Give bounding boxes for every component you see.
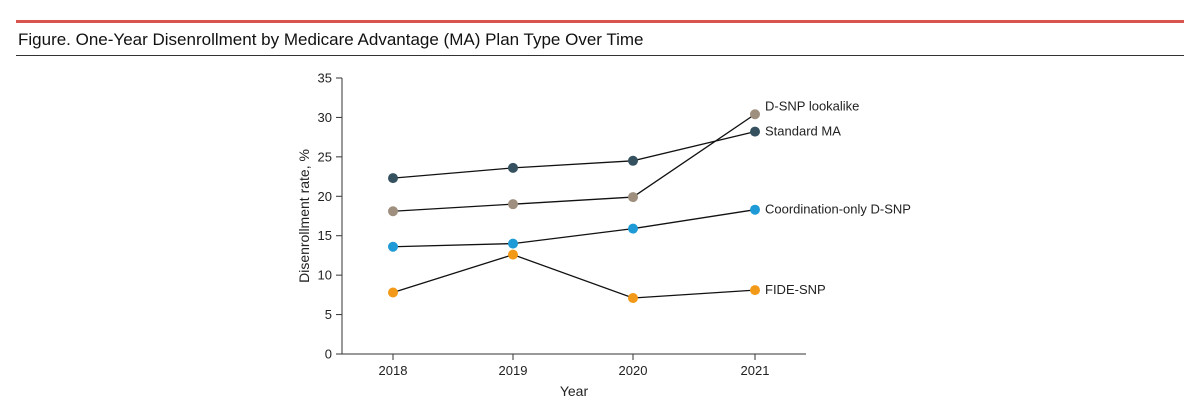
x-tick-label: 2018 xyxy=(379,363,408,378)
data-point xyxy=(508,162,518,173)
series-points xyxy=(388,109,760,304)
y-tick-label: 30 xyxy=(318,110,332,125)
data-point xyxy=(388,173,398,184)
data-point xyxy=(508,238,518,249)
x-tick-label: 2021 xyxy=(741,363,770,378)
data-point xyxy=(750,109,760,120)
y-tick-label: 0 xyxy=(325,347,332,362)
data-point xyxy=(388,287,398,298)
series-line xyxy=(392,209,756,248)
data-point xyxy=(750,126,760,137)
series-label: Coordination-only D-SNP xyxy=(765,202,911,217)
data-point xyxy=(508,199,518,210)
data-point xyxy=(628,155,638,166)
series-line xyxy=(392,130,756,179)
x-tick-label: 2019 xyxy=(499,363,528,378)
series-lines xyxy=(392,113,756,299)
series-line xyxy=(392,113,756,212)
data-point xyxy=(750,285,760,296)
data-point xyxy=(628,223,638,234)
data-point xyxy=(388,241,398,252)
x-tick-label: 2020 xyxy=(619,363,648,378)
y-tick-label: 20 xyxy=(318,189,332,204)
y-tick-label: 10 xyxy=(318,268,332,283)
data-point xyxy=(388,206,398,217)
data-point xyxy=(628,293,638,304)
x-axis-title: Year xyxy=(560,383,589,399)
series-labels: D-SNP lookalike Standard MA Coordination-o… xyxy=(765,98,911,297)
axes: 0 5 10 15 20 25 30 35 2018 2019 2020 2021 Year Disenr… xyxy=(296,71,806,399)
top-accent-rule xyxy=(16,20,1184,23)
y-tick-label: 35 xyxy=(318,71,332,86)
series-label: Standard MA xyxy=(765,124,841,139)
data-point xyxy=(628,192,638,203)
figure-title: Figure. One-Year Disenrollment by Medica… xyxy=(18,30,644,49)
y-tick-label: 25 xyxy=(318,149,332,164)
y-tick-label: 5 xyxy=(325,307,332,322)
y-tick-label: 15 xyxy=(318,228,332,243)
series-line xyxy=(392,253,756,299)
title-divider xyxy=(16,55,1184,56)
series-label: D-SNP lookalike xyxy=(765,98,859,113)
data-point xyxy=(750,204,760,215)
y-axis-title: Disenrollment rate, % xyxy=(296,149,312,283)
data-point xyxy=(508,249,518,260)
series-label: FIDE-SNP xyxy=(765,282,826,297)
